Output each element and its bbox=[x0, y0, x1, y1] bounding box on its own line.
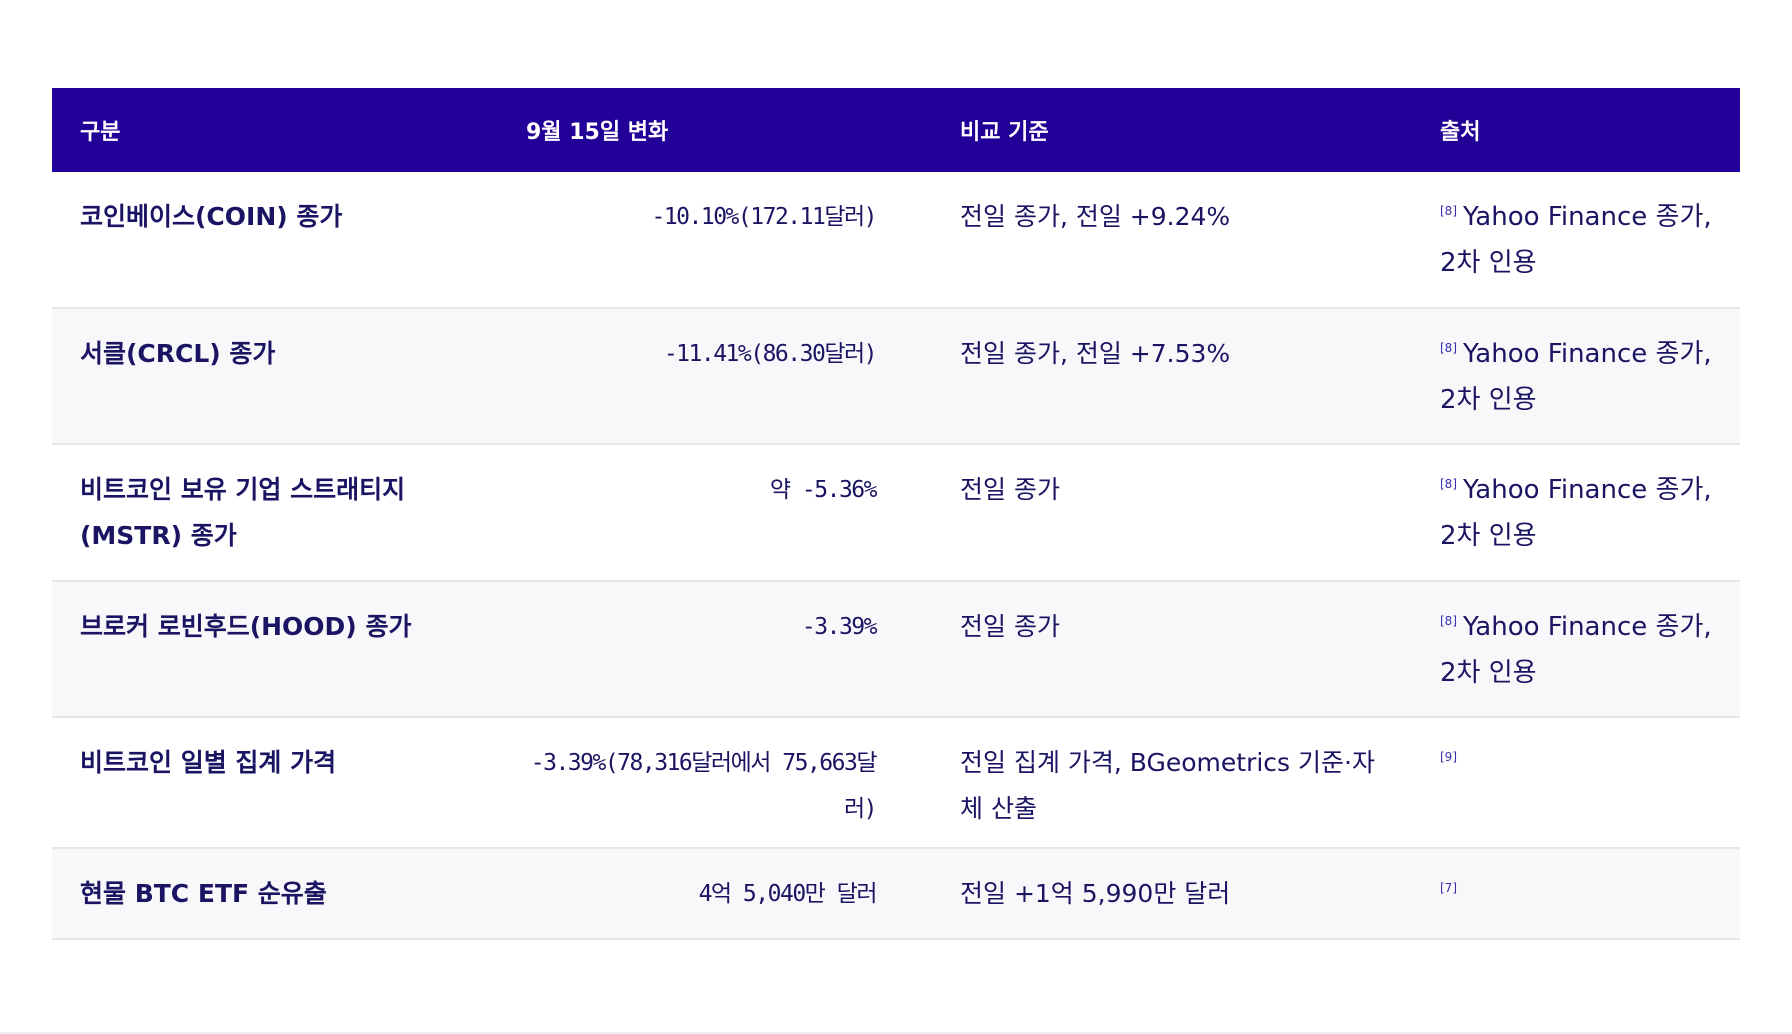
row-change: -10.10%(172.11달러) bbox=[651, 204, 877, 230]
row-source: [7] bbox=[1412, 848, 1740, 939]
row-item: 비트코인 보유 기업 스트래티지(MSTR) 종가 bbox=[80, 475, 406, 550]
row-basis: 전일 종가, 전일 +9.24% bbox=[960, 202, 1231, 231]
row-change: -3.39%(78,316달러에서 75,663달러) bbox=[530, 750, 878, 822]
row-source: [8] Yahoo Finance 종가, 2차 인용 bbox=[1412, 581, 1740, 717]
row-item: 현물 BTC ETF 순유출 bbox=[80, 879, 327, 908]
row-item: 코인베이스(COIN) 종가 bbox=[80, 202, 343, 231]
row-basis: 전일 +1억 5,990만 달러 bbox=[960, 879, 1231, 908]
source-text: Yahoo Finance 종가, 2차 인용 bbox=[1440, 202, 1712, 278]
row-item: 서클(CRCL) 종가 bbox=[80, 339, 276, 368]
row-basis: 전일 종가 bbox=[960, 475, 1060, 504]
reference-link[interactable]: [7] bbox=[1440, 881, 1457, 895]
row-item: 비트코인 일별 집계 가격 bbox=[80, 748, 337, 777]
row-basis: 전일 종가, 전일 +7.53% bbox=[960, 339, 1231, 368]
source-text: Yahoo Finance 종가, 2차 인용 bbox=[1440, 475, 1712, 551]
reference-link[interactable]: [8] bbox=[1440, 477, 1457, 491]
row-item: 브로커 로빈후드(HOOD) 종가 bbox=[80, 612, 412, 641]
row-basis: 전일 종가 bbox=[960, 612, 1060, 641]
reference-link[interactable]: [8] bbox=[1440, 341, 1457, 355]
table-row: 브로커 로빈후드(HOOD) 종가 -3.39% 전일 종가 [8] Yahoo … bbox=[52, 581, 1740, 717]
table-row: 코인베이스(COIN) 종가 -10.10%(172.11달러) 전일 종가, … bbox=[52, 172, 1740, 308]
header-basis: 비교 기준 bbox=[960, 120, 1049, 145]
table-row: 비트코인 일별 집계 가격 -3.39%(78,316달러에서 75,663달러… bbox=[52, 717, 1740, 848]
source-text: Yahoo Finance 종가, 2차 인용 bbox=[1440, 612, 1712, 688]
row-change: 약 -5.36% bbox=[769, 477, 878, 503]
header-source: 출처 bbox=[1440, 120, 1481, 145]
row-source: [8] Yahoo Finance 종가, 2차 인용 bbox=[1412, 444, 1740, 581]
reference-link[interactable]: [8] bbox=[1440, 204, 1457, 218]
header-item: 구분 bbox=[80, 120, 121, 145]
header-change: 9월 15일 변화 bbox=[526, 120, 669, 145]
reference-link[interactable]: [9] bbox=[1440, 750, 1457, 764]
source-text: Yahoo Finance 종가, 2차 인용 bbox=[1440, 339, 1712, 415]
market-data-table: 구분 9월 15일 변화 비교 기준 출처 코인베이스(COIN) 종가 -10… bbox=[52, 88, 1740, 940]
reference-link[interactable]: [8] bbox=[1440, 614, 1457, 628]
footer-divider bbox=[0, 1032, 1792, 1034]
table-row: 서클(CRCL) 종가 -11.41%(86.30달러) 전일 종가, 전일 +… bbox=[52, 308, 1740, 444]
row-source: [8] Yahoo Finance 종가, 2차 인용 bbox=[1412, 308, 1740, 444]
row-change: 4억 5,040만 달러 bbox=[698, 881, 878, 907]
row-change: -11.41%(86.30달러) bbox=[663, 341, 878, 367]
row-source: [9] bbox=[1412, 717, 1740, 848]
row-change: -3.39% bbox=[801, 614, 878, 640]
row-source: [8] Yahoo Finance 종가, 2차 인용 bbox=[1412, 172, 1740, 308]
row-basis: 전일 집계 가격, BGeometrics 기준·자체 산출 bbox=[960, 748, 1375, 823]
table-row: 비트코인 보유 기업 스트래티지(MSTR) 종가 약 -5.36% 전일 종가… bbox=[52, 444, 1740, 581]
table-row: 현물 BTC ETF 순유출 4억 5,040만 달러 전일 +1억 5,990… bbox=[52, 848, 1740, 939]
table-header-row: 구분 9월 15일 변화 비교 기준 출처 bbox=[52, 88, 1740, 172]
